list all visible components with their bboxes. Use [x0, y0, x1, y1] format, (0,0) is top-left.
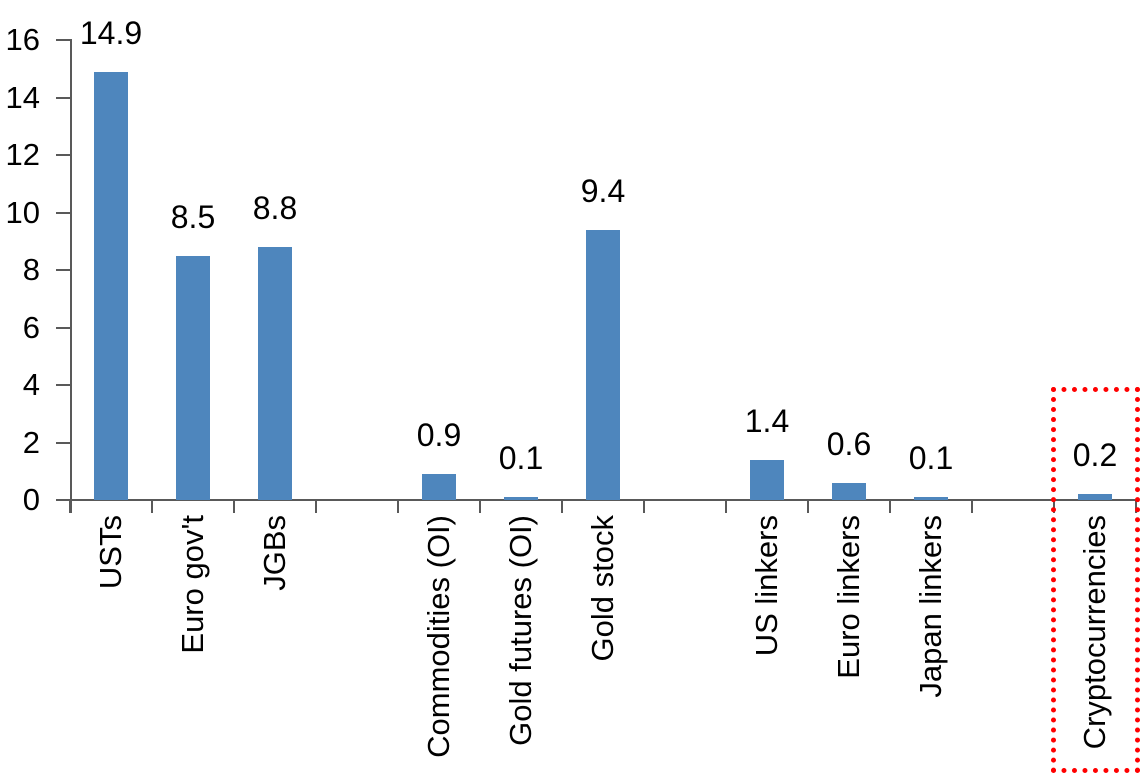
- bar-euro-linkers: [832, 482, 866, 500]
- y-tick: [56, 96, 70, 99]
- x-tick: [479, 500, 481, 513]
- bar-value-label-cryptocurrencies: 0.2: [1072, 437, 1118, 474]
- y-tick: [56, 154, 70, 157]
- y-tick-label: 12: [5, 137, 40, 173]
- y-tick-label: 0: [22, 482, 40, 517]
- y-tick-label: 14: [5, 79, 40, 115]
- bar-value-label-us-linkers: 1.4: [744, 402, 790, 439]
- y-tick: [56, 39, 70, 42]
- y-tick: [56, 211, 70, 214]
- bar-value-label-commodities-oi: 0.9: [416, 417, 462, 454]
- y-tick-label: 10: [5, 194, 40, 230]
- x-tick: [151, 500, 153, 513]
- category-label-japan-linkers: Japan linkers: [913, 515, 948, 698]
- y-tick: [56, 384, 70, 387]
- bar-commodities-oi: [422, 474, 456, 500]
- bar-euro-gov-t: [176, 255, 210, 500]
- x-tick: [397, 500, 399, 513]
- y-tick-label: 4: [22, 367, 40, 403]
- bar-value-label-euro-gov-t: 8.5: [170, 198, 216, 235]
- x-tick: [315, 500, 317, 513]
- bar-usts: [94, 72, 128, 500]
- x-axis-line: [70, 499, 1136, 501]
- y-tick-label: 8: [22, 252, 40, 288]
- y-tick: [56, 269, 70, 272]
- x-tick: [69, 500, 71, 513]
- category-label-jgbs: JGBs: [257, 515, 292, 591]
- x-tick: [725, 500, 727, 513]
- x-tick: [561, 500, 563, 513]
- bar-cryptocurrencies: [1078, 494, 1112, 500]
- bar-value-label-jgbs: 8.8: [252, 190, 298, 227]
- y-tick: [56, 499, 70, 501]
- category-label-euro-gov-t: Euro gov't: [175, 515, 210, 654]
- bar-value-label-gold-futures-oi: 0.1: [498, 440, 544, 477]
- x-tick: [971, 500, 973, 513]
- y-tick-label: 6: [22, 309, 40, 345]
- y-tick-label: 16: [5, 22, 40, 58]
- bar-jgbs: [258, 247, 292, 500]
- highlight-box-cryptocurrencies: [1050, 387, 1140, 773]
- bar-gold-futures-oi: [504, 497, 538, 500]
- y-tick: [56, 441, 70, 444]
- bar-value-label-japan-linkers: 0.1: [908, 440, 954, 477]
- bar-value-label-usts: 14.9: [79, 15, 143, 52]
- bar-gold-stock: [586, 230, 620, 500]
- category-label-gold-stock: Gold stock: [585, 515, 620, 662]
- bar-value-label-gold-stock: 9.4: [580, 173, 626, 210]
- x-tick: [807, 500, 809, 513]
- y-tick-label: 2: [22, 424, 40, 460]
- bar-japan-linkers: [914, 497, 948, 500]
- y-axis-line: [70, 39, 72, 513]
- bar-us-linkers: [750, 459, 784, 500]
- category-label-commodities-oi: Commodities (OI): [421, 515, 456, 758]
- category-label-usts: USTs: [93, 515, 128, 590]
- bar-value-label-euro-linkers: 0.6: [826, 425, 872, 462]
- category-label-euro-linkers: Euro linkers: [831, 515, 866, 679]
- x-tick: [889, 500, 891, 513]
- x-tick: [643, 500, 645, 513]
- x-tick: [233, 500, 235, 513]
- y-tick: [56, 326, 70, 329]
- category-label-gold-futures-oi: Gold futures (OI): [503, 515, 538, 746]
- category-label-us-linkers: US linkers: [749, 515, 784, 657]
